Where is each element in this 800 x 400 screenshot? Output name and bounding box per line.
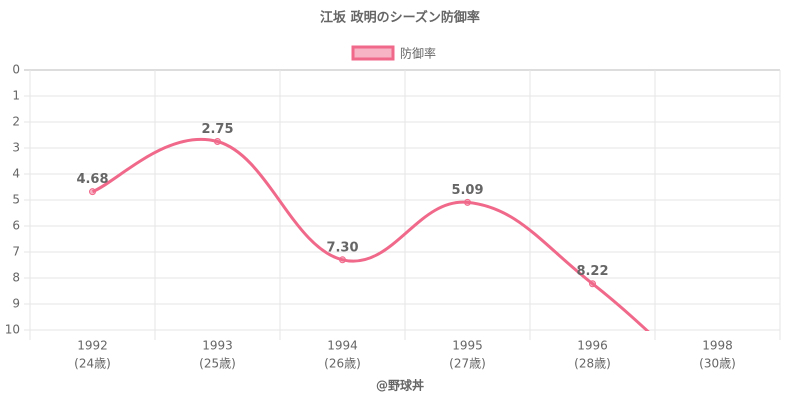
point — [464, 198, 471, 206]
x-sub-label: (25歳) — [199, 357, 236, 371]
point — [89, 188, 96, 196]
point — [214, 138, 221, 145]
data-label: 8.22 — [576, 264, 608, 279]
point — [715, 395, 721, 400]
x-tick-label: 1998 — [702, 339, 733, 353]
y-tick-label: 5 — [12, 193, 20, 207]
data-label: 4.68 — [76, 172, 108, 187]
y-tick-label: 6 — [12, 219, 20, 233]
y-tick-label: 0 — [12, 63, 20, 77]
point — [339, 256, 346, 264]
footer: @野球丼 — [376, 378, 424, 393]
y-tick-label: 10 — [5, 323, 20, 337]
plot-area — [89, 138, 721, 400]
x-sub-label: (27歳) — [449, 357, 486, 371]
x-tick-label: 1994 — [327, 339, 358, 353]
y-tick-label: 1 — [12, 89, 20, 103]
x-tick-label: 1993 — [202, 339, 233, 353]
x-tick-label: 1992 — [77, 339, 108, 353]
x-sub-label: (28歳) — [574, 357, 611, 371]
y-tick-label: 3 — [12, 141, 20, 155]
legend-label: 防御率 — [400, 46, 436, 61]
y-tick-label: 8 — [12, 271, 20, 285]
y-tick-label: 9 — [12, 297, 20, 311]
y-tick-label: 4 — [12, 167, 20, 181]
data-label: 5.09 — [451, 183, 483, 198]
x-tick-label: 1995 — [452, 339, 483, 353]
data-label: 7.30 — [326, 240, 358, 255]
y-tick-label: 7 — [12, 245, 20, 259]
x-sub-label: (30歳) — [699, 357, 736, 371]
line — [91, 138, 650, 331]
data-label: 2.75 — [201, 122, 233, 137]
x-sub-label: (26歳) — [324, 357, 361, 371]
x-tick-label: 1996 — [577, 339, 608, 353]
legend-swatch — [351, 45, 395, 61]
point — [589, 280, 596, 288]
chart-title: 江坂 政明のシーズン防御率 — [320, 10, 480, 26]
y-tick-label: 2 — [12, 115, 20, 129]
x-sub-label: (24歳) — [74, 357, 111, 371]
